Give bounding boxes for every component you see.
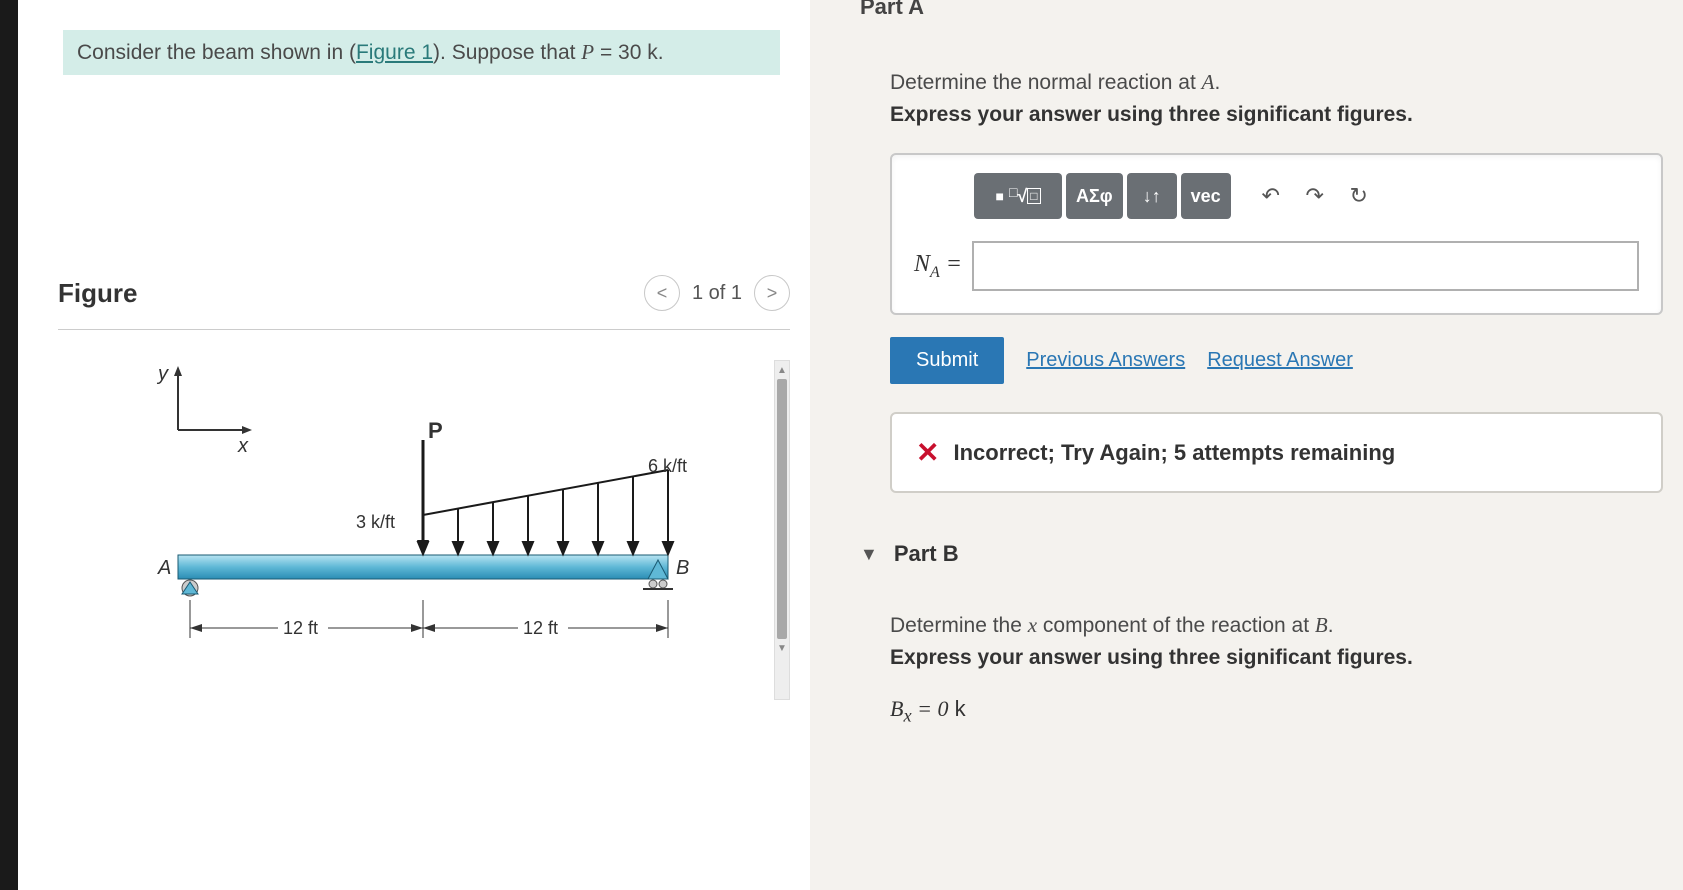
feedback-box: ✕ Incorrect; Try Again; 5 attempts remai… bbox=[890, 412, 1663, 493]
part-b-title: Part B bbox=[894, 541, 959, 567]
problem-equals: = 30 k. bbox=[594, 41, 663, 64]
part-b-section: ▼ Part B Determine the x component of th… bbox=[840, 533, 1663, 726]
subscript-button[interactable]: ↓↑ bbox=[1127, 173, 1177, 219]
part-b-instruction: Determine the x component of the reactio… bbox=[890, 613, 1663, 638]
problem-statement: Consider the beam shown in (Figure 1). S… bbox=[63, 30, 780, 75]
p-label: P bbox=[428, 418, 443, 443]
problem-suffix: ). Suppose that bbox=[433, 41, 581, 64]
feedback-text: Incorrect; Try Again; 5 attempts remaini… bbox=[953, 440, 1395, 466]
figure-header: Figure < 1 of 1 > bbox=[58, 275, 790, 330]
support-a-label: A bbox=[157, 557, 171, 579]
span1-label: 12 ft bbox=[283, 618, 318, 638]
undo-button[interactable]: ↶ bbox=[1251, 176, 1291, 216]
request-answer-link[interactable]: Request Answer bbox=[1207, 349, 1353, 372]
load-left-label: 3 k/ft bbox=[356, 512, 395, 532]
answer-row: NA = bbox=[914, 241, 1639, 291]
axis-x-label: x bbox=[237, 435, 249, 457]
vec-button[interactable]: vec bbox=[1181, 173, 1231, 219]
scroll-down-icon[interactable]: ▼ bbox=[775, 639, 789, 657]
reset-button[interactable]: ↻ bbox=[1339, 176, 1379, 216]
greek-button[interactable]: ΑΣφ bbox=[1066, 173, 1123, 219]
submit-button[interactable]: Submit bbox=[890, 337, 1004, 384]
part-a-instruction: Determine the normal reaction at A. bbox=[890, 70, 1663, 95]
scroll-thumb[interactable] bbox=[777, 379, 787, 639]
part-b-header[interactable]: ▼ Part B bbox=[840, 533, 1663, 575]
figure-title: Figure bbox=[58, 278, 137, 309]
figure-scrollbar[interactable]: ▲ ▼ bbox=[774, 360, 790, 700]
answer-label: NA = bbox=[914, 251, 962, 282]
figure-link[interactable]: Figure 1 bbox=[356, 41, 433, 64]
figure-section: Figure < 1 of 1 > y x bbox=[18, 275, 810, 700]
figure-prev-button[interactable]: < bbox=[644, 275, 680, 311]
submit-row: Submit Previous Answers Request Answer bbox=[890, 337, 1663, 384]
problem-prefix: Consider the beam shown in ( bbox=[77, 41, 356, 64]
part-a-body: Determine the normal reaction at A. Expr… bbox=[890, 70, 1663, 493]
scroll-up-icon[interactable]: ▲ bbox=[775, 361, 789, 379]
figure-nav-count: 1 of 1 bbox=[692, 282, 742, 305]
part-b-answer: Bx = 0 k bbox=[890, 696, 1663, 726]
axis-y-label: y bbox=[156, 363, 169, 385]
support-b-label: B bbox=[676, 557, 689, 579]
figure-body: y x A bbox=[58, 360, 790, 700]
templates-button[interactable]: ■ □√□ bbox=[974, 173, 1062, 219]
problem-var: P bbox=[581, 40, 594, 64]
part-b-instruction-bold: Express your answer using three signific… bbox=[890, 646, 1663, 670]
answer-input[interactable] bbox=[972, 241, 1639, 291]
part-a-instruction-bold: Express your answer using three signific… bbox=[890, 103, 1663, 127]
previous-answers-link[interactable]: Previous Answers bbox=[1026, 349, 1185, 372]
span2-label: 12 ft bbox=[523, 618, 558, 638]
caret-down-icon: ▼ bbox=[860, 544, 878, 565]
part-a-header: Part A bbox=[860, 0, 924, 20]
error-icon: ✕ bbox=[916, 436, 939, 469]
answer-box: ■ □√□ ΑΣφ ↓↑ vec ↶ ↷ ↻ NA = bbox=[890, 153, 1663, 315]
figure-nav: < 1 of 1 > bbox=[644, 275, 790, 311]
part-b-body: Determine the x component of the reactio… bbox=[890, 613, 1663, 726]
right-panel: Part A Determine the normal reaction at … bbox=[810, 0, 1683, 890]
beam-diagram: y x A bbox=[128, 360, 808, 680]
left-panel: Consider the beam shown in (Figure 1). S… bbox=[0, 0, 810, 890]
formula-toolbar: ■ □√□ ΑΣφ ↓↑ vec ↶ ↷ ↻ bbox=[974, 173, 1639, 219]
redo-button[interactable]: ↷ bbox=[1295, 176, 1335, 216]
figure-next-button[interactable]: > bbox=[754, 275, 790, 311]
